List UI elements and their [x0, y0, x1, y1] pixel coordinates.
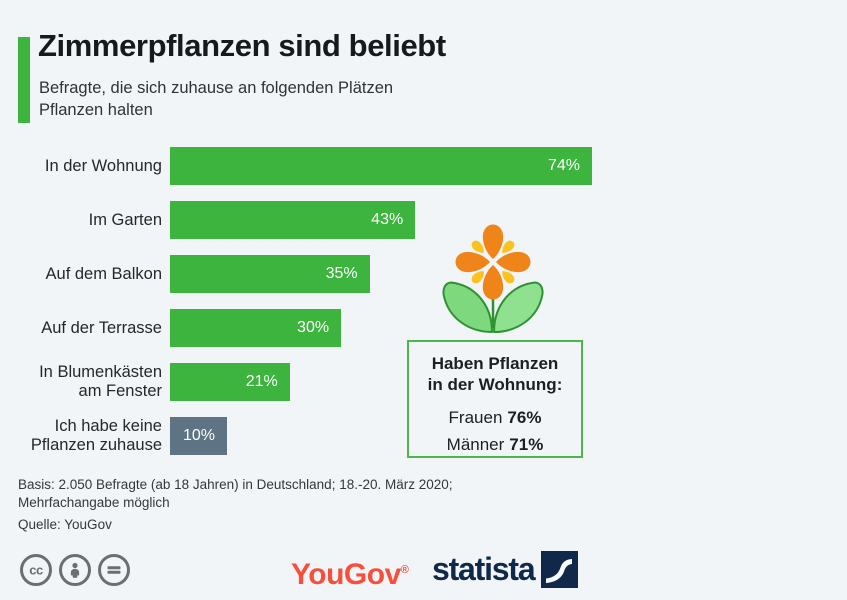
- bar-track: 21%: [170, 363, 592, 401]
- chart-row: Ich habe keine Pflanzen zuhause 10%: [0, 417, 620, 455]
- bar: 21%: [170, 363, 290, 401]
- annotation-label: Frauen: [448, 408, 503, 427]
- bar: 35%: [170, 255, 370, 293]
- annotation-row: Männer 71%: [409, 431, 581, 458]
- bar-value-label: 43%: [371, 211, 404, 228]
- bar: 43%: [170, 201, 416, 239]
- license-icons: cc: [20, 554, 130, 586]
- chart-row: In der Wohnung 74%: [0, 147, 620, 185]
- subtitle: Befragte, die sich zuhause an folgenden …: [39, 79, 394, 119]
- yougov-wordmark: YouGov: [291, 558, 401, 591]
- bar-value-label: 74%: [547, 157, 580, 174]
- footnote-basis: Basis: 2.050 Befragte (ab 18 Jahren) in …: [18, 477, 453, 510]
- bar-track: 35%: [170, 255, 592, 293]
- title-accent-bar: [18, 37, 30, 123]
- bar-track: 10%: [170, 417, 592, 455]
- bar-value-label: 30%: [297, 319, 330, 336]
- bar: 30%: [170, 309, 342, 347]
- bar-track: 30%: [170, 309, 592, 347]
- statista-wordmark: statista: [432, 551, 536, 587]
- annotation-box: Haben Pflanzen in der Wohnung: Frauen 76%…: [407, 340, 583, 458]
- annotation-value: 76%: [507, 408, 542, 427]
- chart-row: Auf der Terrasse 30%: [0, 309, 620, 347]
- bar: 74%: [170, 147, 592, 185]
- footnote-source: Quelle: YouGov: [18, 517, 112, 532]
- yougov-logo[interactable]: YouGov®: [291, 552, 409, 593]
- annotation-box-title: Haben Pflanzen in der Wohnung:: [427, 354, 563, 394]
- chart-row: In Blumenkästen am Fenster 21%: [0, 363, 620, 401]
- annotation-rows: Frauen 76% Männer 71%: [409, 404, 581, 458]
- flower-icon: [438, 222, 548, 341]
- annotation-value: 71%: [509, 435, 544, 454]
- category-label: In der Wohnung: [44, 156, 162, 175]
- registered-mark: ®: [400, 564, 409, 576]
- annotation-label: Männer: [446, 435, 505, 454]
- bar-value-label: 21%: [245, 373, 278, 390]
- chart-row: Im Garten 43%: [0, 201, 620, 239]
- cc-icon[interactable]: cc: [20, 554, 52, 586]
- category-label: Ich habe keine Pflanzen zuhause: [30, 417, 162, 454]
- statista-mark-icon: [541, 550, 579, 588]
- page-title: Zimmerpflanzen sind beliebt: [38, 28, 446, 63]
- category-label: Auf dem Balkon: [45, 264, 162, 283]
- equals-no-derivatives-icon[interactable]: [98, 554, 130, 586]
- bar-track: 43%: [170, 201, 592, 239]
- category-label: Auf der Terrasse: [41, 318, 162, 337]
- statista-logo[interactable]: statista: [432, 550, 579, 588]
- chart-row: Auf dem Balkon 35%: [0, 255, 620, 293]
- category-label: In Blumenkästen am Fenster: [39, 363, 162, 400]
- attribution-person-icon[interactable]: [59, 554, 91, 586]
- bar: 10%: [170, 417, 228, 455]
- bar-track: 74%: [170, 147, 592, 185]
- bar-value-label: 35%: [325, 265, 358, 282]
- footnote-block: Basis: 2.050 Befragte (ab 18 Jahren) in …: [18, 476, 453, 534]
- bar-value-label: 10%: [182, 427, 216, 444]
- category-label: Im Garten: [88, 210, 162, 229]
- annotation-row: Frauen 76%: [409, 404, 581, 431]
- bar-chart: In der Wohnung 74% Im Garten 43% Auf dem…: [0, 147, 620, 471]
